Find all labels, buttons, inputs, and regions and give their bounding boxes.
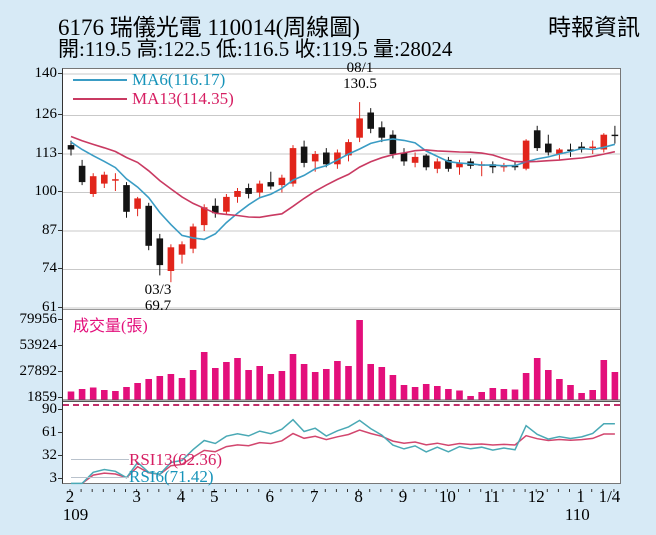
volume-tick-label: 27892 xyxy=(19,363,58,380)
x-month-label: 3 xyxy=(132,487,141,506)
ma13-legend-label: MA13(114.35) xyxy=(132,88,234,108)
x-month-label: 7 xyxy=(309,487,319,506)
x-month-label: 1 xyxy=(576,487,585,506)
ohlc-summary: 開:119.5 高:122.5 低:116.5 收:119.5 量:28024 xyxy=(58,37,453,61)
rsi-tick-label: 90 xyxy=(42,401,57,417)
y-tick-mark xyxy=(58,229,62,231)
price-tick-label: 113 xyxy=(35,144,57,161)
price-tick-label: 140 xyxy=(34,65,58,81)
volume-panel: 成交量(張) xyxy=(63,310,620,402)
page-title: 6176 瑞儀光電 110014(周線圖) xyxy=(58,15,360,40)
x-month-label: 5 xyxy=(210,487,219,506)
y-tick-mark xyxy=(58,409,62,410)
x-month-label: 8 xyxy=(354,487,363,506)
y-tick-mark xyxy=(58,345,62,347)
ma6-line-swatch xyxy=(73,78,127,81)
high-annotation: 08/1 130.5 xyxy=(325,60,395,92)
x-era-label: 110 xyxy=(564,505,590,524)
x-month-label: 10 xyxy=(438,487,456,506)
x-month-label: 4 xyxy=(176,487,186,506)
chart-area: MA6(116.17) MA13(114.35) 08/1 130.5 03/3… xyxy=(62,60,621,486)
y-tick-mark xyxy=(58,478,62,479)
x-axis-tickstrip xyxy=(62,482,619,492)
high-value: 130.5 xyxy=(343,76,377,92)
x-month-label: 2 xyxy=(65,487,75,506)
volume-chart xyxy=(63,320,620,401)
y-tick-mark xyxy=(58,455,62,456)
price-panel: MA6(116.17) MA13(114.35) 08/1 130.5 03/3… xyxy=(63,60,620,314)
rsi13-leader-line xyxy=(71,459,129,460)
y-tick-mark xyxy=(58,268,62,270)
y-tick-mark xyxy=(58,319,62,320)
ma6-legend-row: MA6(116.17) xyxy=(73,70,234,89)
y-tick-mark xyxy=(58,371,62,373)
low-value: 69.7 xyxy=(144,298,172,314)
y-tick-mark xyxy=(58,152,62,154)
x-month-label: 1/4 xyxy=(598,487,621,506)
y-tick-mark xyxy=(58,432,62,433)
price-tick-label: 87 xyxy=(42,221,57,238)
source-label: 時報資訊 xyxy=(548,15,640,40)
y-tick-mark xyxy=(58,73,62,74)
volume-tick-label: 79956 xyxy=(19,311,58,327)
rsi-tick-label: 32 xyxy=(42,447,57,463)
volume-tick-label: 1859 xyxy=(27,389,57,406)
rsi-tick-label: 3 xyxy=(49,470,58,486)
rsi-tick-label: 61 xyxy=(42,424,57,440)
volume-tick-label: 53924 xyxy=(19,337,58,354)
price-tick-label: 126 xyxy=(34,106,58,123)
rsi6-leader-line xyxy=(71,477,129,478)
candlestick-chart xyxy=(63,73,620,309)
price-tick-label: 61 xyxy=(42,299,57,315)
rsi-chart xyxy=(71,418,615,485)
y-tick-mark xyxy=(58,191,62,193)
rsi6-label: RSI6(71.42) xyxy=(129,467,214,486)
price-tick-label: 100 xyxy=(34,183,58,200)
rsi13-label: RSI13(62.36) xyxy=(129,450,223,469)
price-tick-label: 74 xyxy=(42,260,57,277)
volume-label: 成交量(張) xyxy=(73,318,148,335)
x-month-label: 11 xyxy=(483,487,500,506)
high-date: 08/1 xyxy=(346,60,374,76)
x-month-label: 12 xyxy=(527,487,545,506)
x-month-label: 9 xyxy=(398,487,408,506)
y-tick-mark xyxy=(58,307,62,308)
ma13-line-swatch xyxy=(73,97,127,100)
low-date: 03/3 xyxy=(144,282,172,298)
y-tick-mark xyxy=(58,397,62,399)
ma-legend: MA6(116.17) MA13(114.35) xyxy=(73,70,234,108)
x-month-label: 6 xyxy=(265,487,275,506)
rsi-panel: RSI13(62.36) RSI6(71.42) xyxy=(63,404,620,486)
low-annotation: 03/3 69.7 xyxy=(123,282,193,314)
ma13-legend-row: MA13(114.35) xyxy=(73,89,234,108)
x-era-label: 109 xyxy=(62,505,89,524)
ma6-legend-label: MA6(116.17) xyxy=(132,69,226,89)
y-tick-mark xyxy=(58,114,62,116)
